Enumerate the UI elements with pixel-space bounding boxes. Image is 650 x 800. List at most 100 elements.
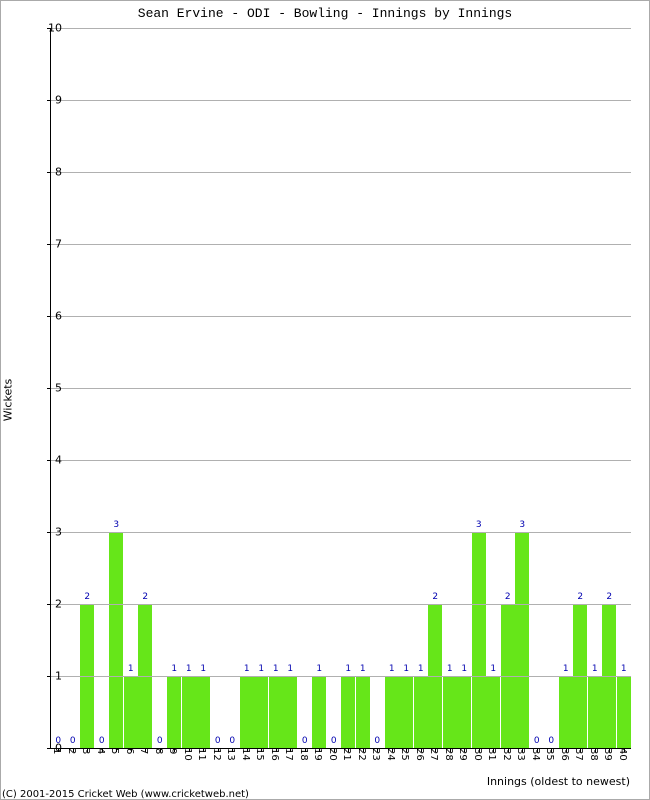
gridline [51, 100, 631, 101]
bar: 1 [196, 676, 210, 748]
y-tick-label: 6 [32, 310, 62, 323]
bar-value-label: 1 [385, 664, 399, 674]
bar-value-label: 3 [515, 520, 529, 530]
bar: 1 [182, 676, 196, 748]
bar-value-label: 0 [95, 736, 109, 746]
gridline [51, 316, 631, 317]
copyright-text: (C) 2001-2015 Cricket Web (www.cricketwe… [2, 789, 249, 800]
bar-value-label: 1 [617, 664, 631, 674]
bar-value-label: 2 [428, 592, 442, 602]
bar: 1 [617, 676, 631, 748]
bar: 3 [109, 532, 123, 748]
x-tick-label: 23 [370, 748, 381, 761]
bar: 1 [124, 676, 138, 748]
x-tick-label: 29 [457, 748, 468, 761]
bar: 1 [269, 676, 283, 748]
x-tick-label: 26 [414, 748, 425, 761]
gridline [51, 460, 631, 461]
bar-value-label: 1 [124, 664, 138, 674]
plot-area: 0020312011100111101011011121131230012121… [50, 28, 631, 749]
x-tick-label: 7 [138, 748, 149, 754]
chart-title: Sean Ervine - ODI - Bowling - Innings by… [0, 6, 650, 21]
bar-value-label: 1 [457, 664, 471, 674]
bar-value-label: 1 [312, 664, 326, 674]
x-tick-label: 14 [240, 748, 251, 761]
bar-value-label: 1 [341, 664, 355, 674]
bar: 3 [515, 532, 529, 748]
x-tick-label: 2 [66, 748, 77, 754]
x-tick-label: 22 [356, 748, 367, 761]
chart-container: Sean Ervine - ODI - Bowling - Innings by… [0, 0, 650, 800]
bar: 1 [385, 676, 399, 748]
x-tick-label: 36 [559, 748, 570, 761]
y-tick-label: 3 [32, 526, 62, 539]
bar-value-label: 2 [138, 592, 152, 602]
bar: 3 [472, 532, 486, 748]
x-tick-label: 13 [225, 748, 236, 761]
bar: 1 [312, 676, 326, 748]
bar-value-label: 2 [573, 592, 587, 602]
x-tick-label: 15 [254, 748, 265, 761]
gridline [51, 604, 631, 605]
bar-value-label: 1 [443, 664, 457, 674]
bar-value-label: 3 [109, 520, 123, 530]
y-tick-label: 9 [32, 94, 62, 107]
bar: 1 [457, 676, 471, 748]
bar: 1 [443, 676, 457, 748]
x-tick-label: 24 [385, 748, 396, 761]
y-tick-label: 0 [32, 742, 62, 755]
x-tick-label: 34 [530, 748, 541, 761]
bar-value-label: 2 [602, 592, 616, 602]
x-tick-label: 28 [443, 748, 454, 761]
bar-value-label: 0 [327, 736, 341, 746]
y-tick-label: 1 [32, 670, 62, 683]
y-tick-label: 8 [32, 166, 62, 179]
bar: 1 [486, 676, 500, 748]
bar: 1 [240, 676, 254, 748]
x-tick-label: 16 [269, 748, 280, 761]
bar-value-label: 2 [501, 592, 515, 602]
x-tick-label: 33 [515, 748, 526, 761]
bar-value-label: 1 [254, 664, 268, 674]
bar-value-label: 0 [66, 736, 80, 746]
bar: 1 [283, 676, 297, 748]
bar: 1 [588, 676, 602, 748]
x-tick-label: 6 [124, 748, 135, 754]
bar: 1 [341, 676, 355, 748]
bar-value-label: 1 [269, 664, 283, 674]
x-tick-label: 35 [544, 748, 555, 761]
x-tick-label: 5 [109, 748, 120, 754]
x-tick-label: 40 [617, 748, 628, 761]
x-tick-label: 38 [588, 748, 599, 761]
x-tick-label: 17 [283, 748, 294, 761]
bar: 1 [399, 676, 413, 748]
gridline [51, 172, 631, 173]
y-tick-label: 5 [32, 382, 62, 395]
bar-value-label: 1 [356, 664, 370, 674]
x-tick-label: 10 [182, 748, 193, 761]
gridline [51, 28, 631, 29]
gridline [51, 676, 631, 677]
x-tick-label: 20 [327, 748, 338, 761]
bar: 1 [167, 676, 181, 748]
x-tick-label: 30 [472, 748, 483, 761]
bar-value-label: 1 [559, 664, 573, 674]
x-axis-label: Innings (oldest to newest) [487, 775, 630, 788]
y-tick-label: 4 [32, 454, 62, 467]
bar-value-label: 1 [240, 664, 254, 674]
x-tick-label: 21 [341, 748, 352, 761]
y-axis-label: Wickets [2, 379, 15, 422]
y-tick-label: 2 [32, 598, 62, 611]
x-tick-label: 27 [428, 748, 439, 761]
x-tick-label: 31 [486, 748, 497, 761]
x-tick-label: 4 [95, 748, 106, 754]
x-tick-label: 8 [153, 748, 164, 754]
y-tick-label: 10 [32, 22, 62, 35]
x-tick-label: 11 [196, 748, 207, 761]
bar-value-label: 0 [544, 736, 558, 746]
x-tick-label: 39 [602, 748, 613, 761]
bar: 1 [254, 676, 268, 748]
gridline [51, 388, 631, 389]
bar-value-label: 0 [153, 736, 167, 746]
bar-value-label: 1 [182, 664, 196, 674]
